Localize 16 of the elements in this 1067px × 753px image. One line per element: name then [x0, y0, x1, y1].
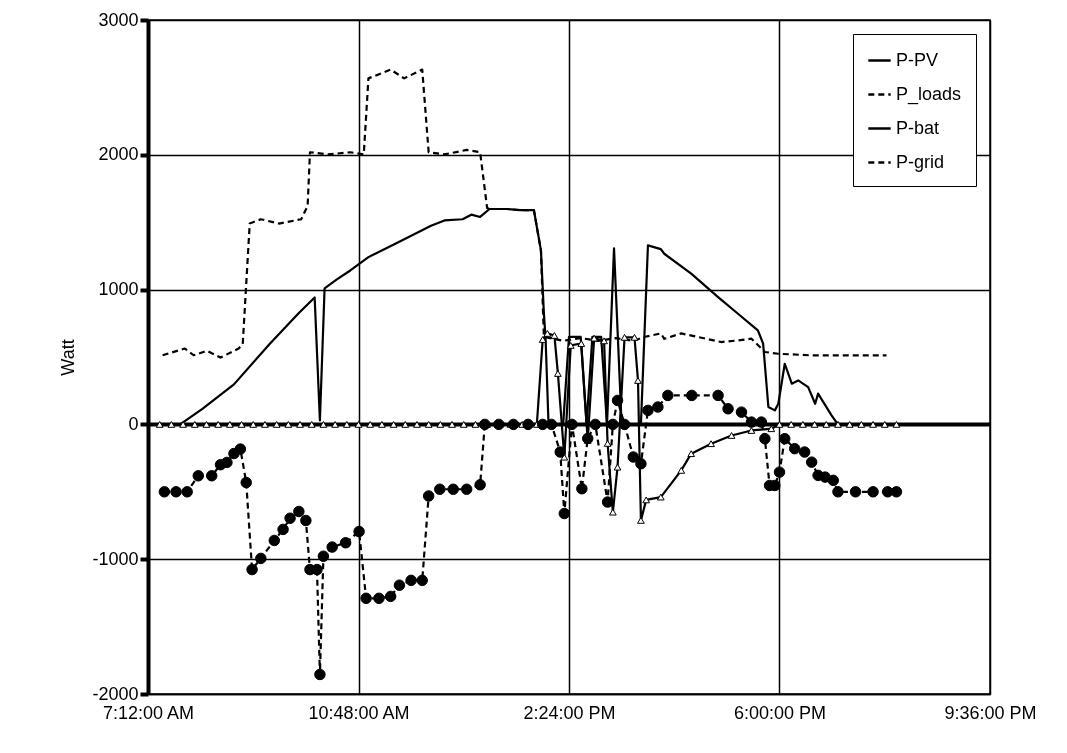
legend-label: P_loads: [896, 83, 962, 105]
legend-label: P-grid: [896, 151, 945, 172]
y-tick-label: 3000: [98, 9, 139, 30]
x-tick-label: 6:00:00 PM: [733, 702, 827, 723]
y-tick-label: 0: [128, 413, 139, 434]
y-tick-label: 2000: [98, 144, 139, 165]
x-tick-label: 9:36:00 PM: [944, 702, 1037, 723]
y-axis-title: Watt: [58, 339, 79, 376]
y-tick-label: 1000: [98, 279, 139, 300]
y-tick-label: -1000: [92, 548, 139, 569]
x-tick-label: 7:12:00 AM: [102, 702, 195, 723]
x-tick-label: 2:24:00 PM: [523, 702, 616, 723]
y-tick-label: -2000: [92, 683, 139, 704]
legend-label: P-PV: [896, 49, 939, 70]
legend-label: P-bat: [896, 117, 940, 138]
x-tick-label: 10:48:00 AM: [308, 702, 410, 723]
